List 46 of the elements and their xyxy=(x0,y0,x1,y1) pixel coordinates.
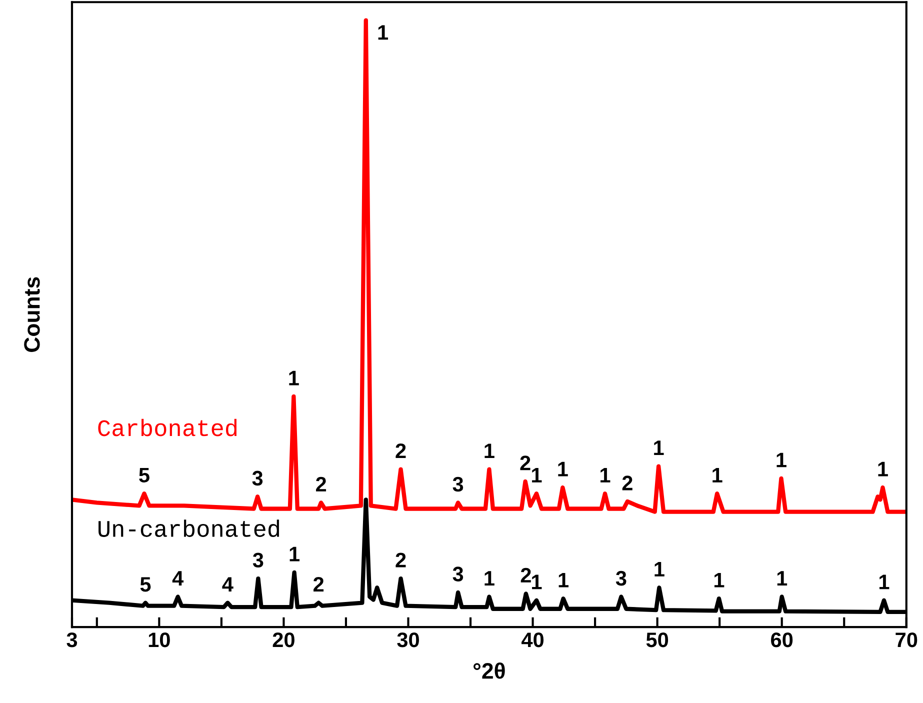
annotation: 1 xyxy=(879,574,890,590)
annotation: 1 xyxy=(654,562,664,576)
annotation: 1 xyxy=(878,462,888,476)
annotation: 1 xyxy=(532,468,542,482)
annotation: 3 xyxy=(452,476,464,492)
annotation: 1 xyxy=(290,546,300,562)
x-tick-label: 40 xyxy=(522,632,544,648)
annotation: 5 xyxy=(139,468,150,483)
x-tick-label: 20 xyxy=(272,632,294,648)
annotation: 3 xyxy=(252,552,264,568)
annotation: 1 xyxy=(484,571,494,586)
annotation: 1 xyxy=(600,468,610,482)
annotation: 5 xyxy=(140,577,151,592)
annotation: 1 xyxy=(558,572,568,588)
annotation: 2 xyxy=(314,576,324,592)
y-axis-title: Counts xyxy=(24,277,40,352)
annotation: 1 xyxy=(777,571,788,586)
x-tick-label: 10 xyxy=(148,632,170,648)
annotation: 3 xyxy=(452,566,464,582)
series-label: Un-carbonated xyxy=(98,520,280,538)
annotation: 1 xyxy=(558,462,568,476)
x-tick-label: 60 xyxy=(771,632,793,648)
text: Carbonated xyxy=(98,418,237,436)
annotation: 2 xyxy=(520,456,530,470)
annotation: 1 xyxy=(712,468,722,482)
annotation: 2 xyxy=(396,444,406,458)
annotation: 1 xyxy=(532,574,542,590)
annotation: 1 xyxy=(484,444,494,458)
x-tick-label: 30 xyxy=(397,632,419,648)
annotation: 2 xyxy=(396,552,406,568)
annotation: 1 xyxy=(378,25,388,40)
annotation: 3 xyxy=(252,470,263,486)
annotation: 1 xyxy=(714,572,724,588)
x-tick-label: 70 xyxy=(896,632,918,648)
annotation: 1 xyxy=(776,452,786,468)
annotation: 1 xyxy=(654,440,664,456)
annotation: 4 xyxy=(222,577,234,592)
annotation: 2 xyxy=(316,476,326,492)
x-axis-title: °2θ xyxy=(474,662,505,679)
x-tick-label: 3 xyxy=(66,632,78,648)
annotation: 1 xyxy=(289,370,299,386)
x-tick-label: 50 xyxy=(646,632,668,648)
annotation: 2 xyxy=(520,568,531,582)
annotation: 2 xyxy=(622,476,632,490)
annotation: 3 xyxy=(616,570,626,586)
annotation: 4 xyxy=(172,571,184,586)
